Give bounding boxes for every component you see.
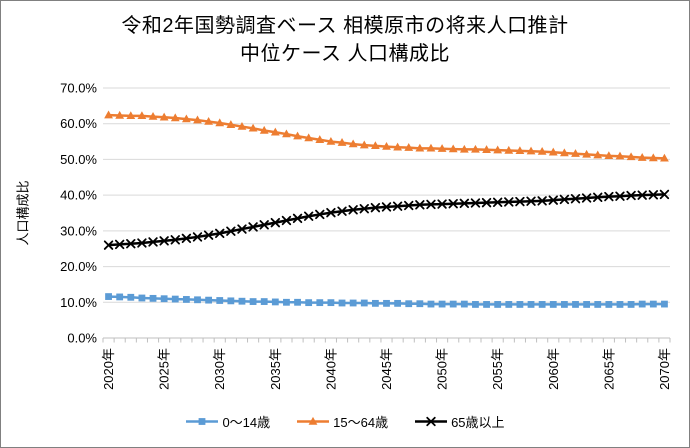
y-axis-title: 人口構成比: [15, 180, 31, 246]
legend-item-age-65-plus: 65歳以上: [414, 412, 505, 431]
legend-marker-square-icon: [186, 417, 219, 425]
x-axis-tick-label: 2060年: [546, 348, 561, 390]
chart-title-line-2: 中位ケース 人口構成比: [239, 43, 451, 65]
x-axis-tick-label: 2070年: [657, 348, 672, 390]
y-axis-tick-label: 10.0%: [60, 295, 97, 310]
legend-label-age-0-14: 0〜14歳: [222, 414, 271, 430]
series-line-age-15-64: [108, 113, 665, 160]
x-axis-tick-label: 2025年: [157, 348, 172, 390]
series-markers-age-65-plus: [103, 189, 670, 250]
x-axis-tick-label: 2035年: [268, 348, 283, 390]
y-axis-tick-label: 70.0%: [60, 81, 97, 96]
legend-marker-triangle-icon: [297, 416, 330, 425]
x-axis-tick-label: 2030年: [212, 348, 227, 390]
chart-legend: 0〜14歳 15〜64歳 65歳以上: [1, 407, 689, 435]
x-axis-tick-label: 2045年: [379, 348, 394, 390]
legend-label-age-15-64: 15〜64歳: [333, 414, 389, 430]
x-axis-tick-label: 2055年: [490, 348, 505, 390]
series-line-age-65-plus: [108, 193, 665, 247]
chart-title: 令和2年国勢調査ベース 相模原市の将来人口推計 中位ケース 人口構成比: [1, 12, 689, 68]
chart-title-line-1: 令和2年国勢調査ベース 相模原市の将来人口推計: [121, 15, 569, 37]
y-axis-tick-label: 60.0%: [60, 116, 97, 131]
x-axis-tick-label: 2065年: [601, 348, 616, 390]
legend-marker-x-icon: [415, 416, 448, 426]
y-axis-tick-label: 40.0%: [60, 188, 97, 203]
x-axis-ticks: [102, 338, 671, 343]
x-axis-tick-label: 2020年: [101, 348, 116, 390]
y-axis-tick-label: 0.0%: [67, 331, 97, 346]
x-axis-tick-label: 2050年: [435, 348, 450, 390]
series-markers-age-15-64: [104, 110, 669, 162]
x-axis-tick-label: 2040年: [323, 348, 338, 390]
series-markers-age-0-14: [105, 293, 668, 308]
legend-item-age-15-64: 15〜64歳: [296, 412, 388, 431]
legend-item-age-0-14: 0〜14歳: [185, 412, 270, 431]
y-axis-tick-label: 20.0%: [60, 259, 97, 274]
y-axis-tick-label: 50.0%: [60, 152, 97, 167]
legend-label-age-65-plus: 65歳以上: [451, 414, 505, 430]
y-axis-tick-label: 30.0%: [60, 223, 97, 238]
